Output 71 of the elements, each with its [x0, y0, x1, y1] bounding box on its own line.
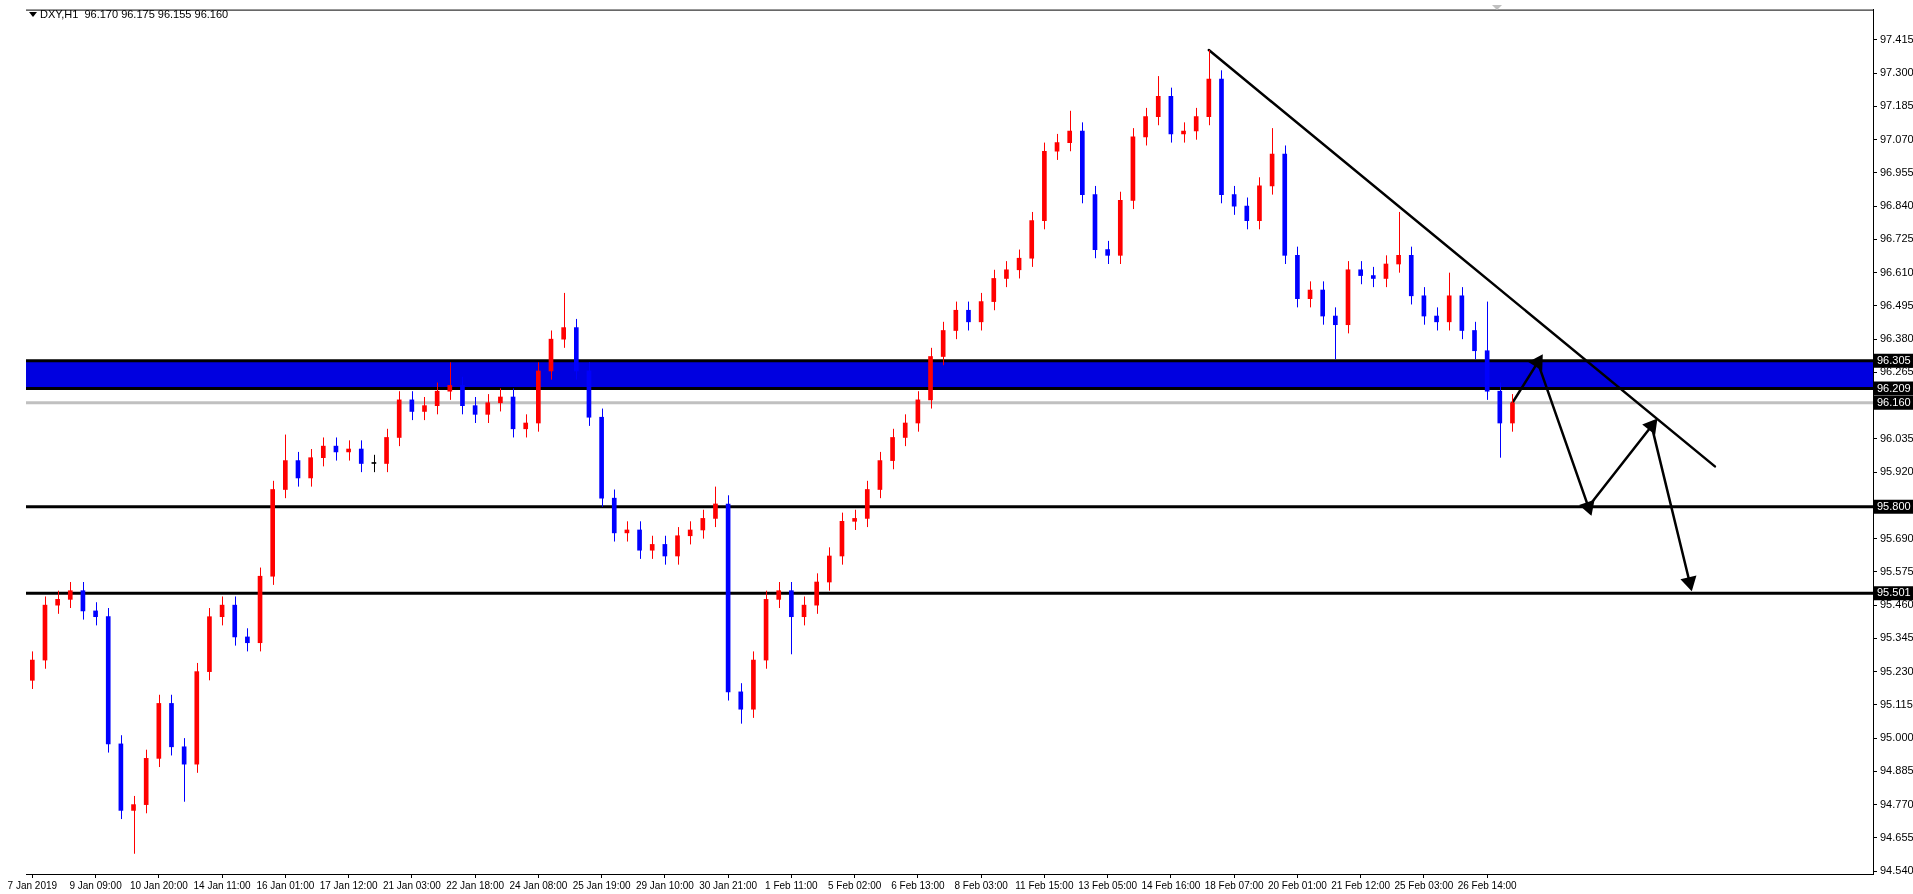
- candlestick: [422, 396, 427, 421]
- x-tick-label: 1 Feb 11:00: [765, 879, 819, 891]
- y-tick-label: 97.070: [1880, 132, 1913, 145]
- y-tick-label: 96.035: [1880, 431, 1913, 444]
- x-tick-label: 21 Feb 12:00: [1331, 879, 1391, 891]
- candlestick: [67, 581, 73, 609]
- y-tick-label: 96.265: [1880, 365, 1913, 378]
- candlestick: [1105, 240, 1110, 265]
- ref-line-label: 96.209: [1877, 381, 1911, 394]
- y-tick-label: 96.610: [1880, 265, 1913, 278]
- point: [1681, 575, 1696, 591]
- x-tick-label: 5 Feb 02:00: [827, 879, 882, 891]
- y-tick-label: 96.955: [1880, 165, 1913, 178]
- y-tick-label: 95.575: [1880, 564, 1913, 577]
- y-tick-label: 94.540: [1880, 864, 1913, 877]
- candlestick: [447, 361, 453, 401]
- y-tick-label: 95.920: [1880, 465, 1913, 478]
- y-tick-label: 97.185: [1880, 99, 1913, 112]
- y-tick-label: 96.840: [1880, 199, 1913, 212]
- candlestick: [1004, 260, 1009, 288]
- ref-line-label: 96.160: [1877, 395, 1911, 408]
- x-tick-label: 14 Feb 16:00: [1141, 879, 1201, 891]
- candlestick: [776, 581, 782, 609]
- y-tick-label: 95.000: [1880, 731, 1913, 744]
- x-tick-label: 25 Feb 03:00: [1394, 879, 1454, 891]
- y-tick-label: 96.725: [1880, 232, 1913, 245]
- x-tick-label: 25 Jan 19:00: [572, 879, 631, 891]
- y-tick-label: 96.495: [1880, 298, 1913, 311]
- x-tick-label: 20 Feb 01:00: [1267, 879, 1328, 891]
- x-tick-label: 22 Jan 18:00: [446, 879, 505, 891]
- candlestick: [649, 535, 655, 560]
- x-tick-label: 9 Jan 09:00: [69, 879, 123, 891]
- x-tick-label: 30 Jan 21:00: [699, 879, 758, 891]
- x-tick-label: 7 Jan 2019: [7, 879, 58, 891]
- y-tick-label: 97.415: [1880, 32, 1913, 45]
- y-tick-label: 95.230: [1880, 664, 1913, 677]
- x-tick-label: 29 Jan 10:00: [635, 879, 695, 891]
- candlestick: [852, 509, 857, 531]
- x-tick-label: 24 Jan 08:00: [509, 879, 568, 891]
- x-tick-label: 10 Jan 20:00: [129, 879, 189, 891]
- candlestick: [131, 795, 136, 855]
- x-tick-label: 11 Feb 15:00: [1015, 879, 1074, 891]
- candlestick: [561, 292, 566, 349]
- ref-line-label: 95.501: [1877, 586, 1911, 599]
- x-tick-label: 17 Jan 12:00: [319, 879, 378, 891]
- x-tick-label: 18 Feb 07:00: [1204, 879, 1265, 891]
- chart-title: DXY,H1 96.170 96.175 96.155 96.160: [40, 8, 229, 20]
- point: [1580, 500, 1595, 515]
- y-tick-label: 94.655: [1880, 830, 1913, 843]
- x-tick-label: 21 Jan 03:00: [382, 879, 442, 891]
- x-tick-label: 14 Jan 11:00: [193, 879, 252, 891]
- ref-line-label: 95.800: [1877, 499, 1911, 512]
- x-tick-label: 16 Jan 01:00: [256, 879, 315, 891]
- y-tick-label: 95.460: [1880, 598, 1913, 611]
- y-tick-label: 95.115: [1880, 697, 1913, 710]
- candlestick: [1370, 266, 1376, 288]
- y-tick-label: 97.300: [1880, 66, 1913, 79]
- x-tick-label: 6 Feb 13:00: [891, 879, 945, 891]
- candlestick: [485, 393, 491, 424]
- x-tick-label: 13 Feb 05:00: [1078, 879, 1138, 891]
- y-tick-label: 96.380: [1880, 332, 1913, 345]
- y-tick-label: 94.885: [1880, 764, 1913, 777]
- y-tick-label: 95.345: [1880, 631, 1913, 644]
- point: [1529, 355, 1543, 370]
- candlestick: [1358, 260, 1363, 285]
- y-tick-label: 94.770: [1880, 797, 1913, 810]
- point: [1643, 419, 1658, 434]
- ref-line-label: 96.305: [1877, 353, 1911, 366]
- y-tick-label: 95.690: [1880, 531, 1913, 544]
- x-tick-label: 8 Feb 03:00: [954, 879, 1009, 891]
- x-tick-label: 26 Feb 14:00: [1457, 879, 1518, 891]
